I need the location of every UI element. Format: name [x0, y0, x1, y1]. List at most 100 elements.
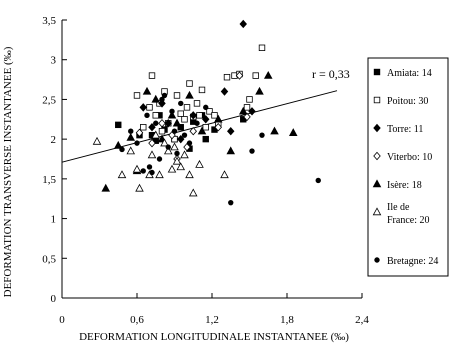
data-point	[235, 71, 244, 80]
legend-label: Torre: 11	[387, 124, 423, 135]
legend-marker	[373, 96, 381, 104]
data-point	[92, 136, 102, 145]
data-point	[167, 164, 177, 173]
data-point	[167, 110, 177, 119]
data-point	[202, 115, 210, 124]
y-tick-label: 1	[51, 214, 57, 226]
data-point	[119, 146, 125, 153]
data-point	[196, 112, 203, 119]
x-tick-label: 1,2	[205, 314, 219, 326]
data-point	[185, 170, 194, 179]
data-point	[174, 150, 180, 157]
regression-layer	[61, 90, 338, 163]
data-point	[248, 107, 256, 116]
y-tick-label: 2	[51, 134, 57, 146]
data-point	[151, 94, 161, 103]
data-point	[176, 162, 186, 171]
legend-marker	[372, 207, 382, 216]
legend-label: Isère: 18	[387, 180, 422, 191]
x-tick-label: 2,4	[355, 314, 369, 326]
data-point	[146, 164, 153, 170]
data-point	[168, 130, 176, 140]
data-point	[115, 121, 122, 129]
data-point	[189, 126, 197, 136]
legend-marker	[373, 68, 381, 76]
data-point	[183, 104, 191, 111]
y-tick-label: 1,5	[42, 174, 56, 186]
data-point	[113, 140, 123, 149]
data-point	[202, 124, 209, 131]
data-point	[148, 138, 156, 148]
data-point	[239, 19, 247, 29]
data-point	[158, 119, 166, 128]
x-tick-label: 0,6	[130, 314, 144, 326]
data-point	[159, 96, 165, 103]
data-point	[243, 104, 251, 111]
data-point	[171, 128, 178, 134]
data-point	[185, 90, 194, 99]
y-tick-label: 0,5	[42, 253, 56, 265]
data-point	[158, 127, 166, 135]
data-point	[214, 123, 222, 132]
data-point	[228, 199, 234, 206]
data-point	[226, 146, 236, 155]
legend: Amiata: 14 Poitou: 30 Torre: 11 Viterbo: 10…	[367, 57, 449, 277]
data-point	[158, 99, 166, 108]
data-point	[161, 92, 168, 99]
data-point	[259, 132, 265, 138]
data-point	[117, 170, 127, 179]
legend-marker	[373, 151, 381, 161]
data-point	[148, 123, 156, 132]
data-point	[165, 144, 171, 150]
data-point	[223, 73, 231, 81]
data-point	[203, 104, 209, 111]
legend-label: Poitou: 30	[387, 96, 428, 107]
legend-label: Viterbo: 10	[387, 152, 432, 163]
data-point	[152, 112, 159, 119]
data-point	[140, 124, 147, 131]
data-point	[252, 72, 259, 79]
data-point	[186, 140, 193, 146]
data-point	[186, 80, 193, 87]
data-point	[193, 100, 201, 107]
data-point	[202, 135, 209, 143]
y-tick-label: 3	[51, 55, 57, 67]
data-point	[198, 86, 206, 94]
legend-label: Amiata: 14	[387, 68, 432, 79]
data-point	[147, 150, 157, 159]
data-point	[153, 120, 159, 126]
data-point	[177, 134, 185, 144]
data-point	[163, 146, 173, 155]
data-point	[270, 126, 279, 135]
data-point	[246, 96, 253, 103]
data-point	[144, 112, 150, 119]
data-point	[148, 72, 156, 79]
y-tick-label: 0	[51, 293, 57, 305]
data-point	[155, 170, 164, 179]
correlation-annotation: r = 0,33	[312, 67, 350, 81]
data-point	[197, 126, 207, 135]
legend-marker	[374, 257, 380, 263]
data-point	[220, 87, 229, 96]
data-point	[238, 106, 248, 115]
data-point	[220, 170, 229, 179]
data-point	[177, 110, 184, 117]
x-axis-label: DEFORMATION LONGITUDINALE INSTANTANEE (‰…	[79, 331, 349, 343]
data-point	[169, 108, 175, 115]
legend-box	[367, 57, 449, 277]
data-point	[160, 138, 169, 147]
data-point	[249, 148, 255, 154]
data-point	[173, 92, 181, 99]
data-point	[126, 146, 136, 155]
data-point	[213, 114, 223, 123]
data-point	[134, 140, 140, 146]
data-point	[263, 70, 273, 79]
data-point	[170, 142, 179, 151]
data-point	[101, 183, 111, 192]
y-tick-label: 3,5	[42, 15, 56, 27]
data-point	[164, 119, 172, 128]
data-point	[178, 100, 184, 107]
data-point	[142, 86, 152, 95]
data-point	[181, 132, 188, 138]
